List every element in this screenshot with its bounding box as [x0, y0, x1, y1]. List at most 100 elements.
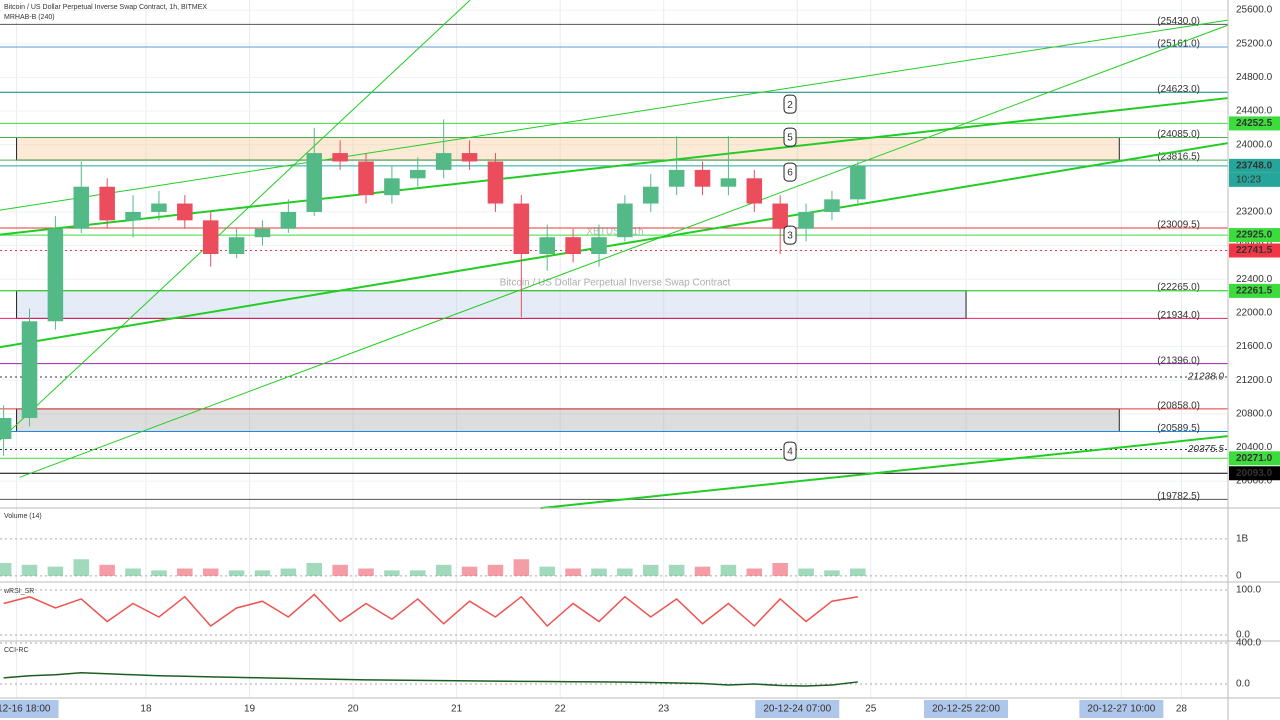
price-label: 24252.5 — [1236, 118, 1273, 129]
x-tick-label: 18 — [140, 704, 152, 715]
candle-body — [591, 237, 607, 254]
y-tick-label: 24000.0 — [1236, 139, 1273, 150]
y-tick-label: 22400.0 — [1236, 274, 1273, 285]
volume-bar — [228, 570, 245, 576]
price-label: 22261.5 — [1236, 286, 1273, 297]
candle-body — [824, 199, 840, 212]
price-label: 20271.0 — [1236, 453, 1273, 464]
volume-bar — [513, 559, 530, 576]
price-label: 22925.0 — [1236, 230, 1273, 241]
candle-body — [565, 237, 581, 254]
volume-bar — [99, 564, 115, 576]
volume-bar — [306, 562, 323, 576]
level-label: (23816.5) — [1157, 152, 1200, 163]
pane-title: CCI-RC — [4, 647, 29, 654]
y-tick-label: 20800.0 — [1236, 408, 1273, 419]
price-label-bg — [1229, 228, 1280, 243]
volume-bar — [73, 559, 90, 576]
callout-label: 2 — [787, 100, 793, 111]
trend-line — [0, 97, 1229, 236]
x-tick-label: 20-12-24 07:00 — [763, 704, 831, 715]
volume-bar — [591, 568, 607, 576]
price-label-bg — [1229, 466, 1280, 481]
volume-bar — [125, 568, 141, 576]
x-tick-label: 20-12-16 18:00 — [0, 704, 51, 715]
x-tick-highlight — [924, 700, 1009, 718]
callout — [783, 441, 797, 461]
cci-line — [3, 671, 858, 687]
pane-title: wRSI_SR — [3, 588, 34, 595]
volume-bar — [435, 564, 452, 576]
y-tick-label: 0.0 — [1236, 679, 1250, 690]
zone-box — [16, 137, 1120, 161]
volume-bar — [332, 564, 348, 576]
volume-bar — [642, 564, 659, 576]
y-tick-label: 25200.0 — [1236, 38, 1273, 49]
level-label: (24623.0) — [1157, 84, 1200, 95]
y-tick-label: 23200.0 — [1236, 207, 1273, 218]
volume-bar — [617, 568, 633, 576]
x-tick-highlight — [755, 700, 840, 718]
chart-title: Bitcoin / US Dollar Perpetual Inverse Sw… — [4, 4, 207, 11]
price-label-bg — [1229, 116, 1280, 131]
candle-body — [539, 237, 555, 254]
zone-box — [16, 290, 967, 319]
level-label: (25430.0) — [1157, 16, 1200, 27]
x-tick-label: 25 — [865, 704, 877, 715]
plot-area: (25430.0)(25161.0)(24623.0)(24085.0)(238… — [0, 0, 1229, 698]
candle-body — [21, 321, 38, 419]
price-label: 20093.0 — [1236, 468, 1273, 479]
candle-body — [513, 203, 530, 254]
x-tick-highlight — [1079, 700, 1164, 718]
price-label: 23748.0 — [1236, 160, 1273, 171]
volume-bar — [720, 564, 737, 576]
y-tick-label: 24800.0 — [1236, 72, 1273, 83]
callout — [783, 162, 797, 182]
x-tick-label: 20 — [348, 704, 360, 715]
watermark-subtitle: Bitcoin / US Dollar Perpetual Inverse Sw… — [500, 278, 731, 289]
y-tick-label: 1B — [1236, 534, 1249, 545]
candle-body — [798, 211, 814, 229]
x-tick-label: 20-12-25 22:00 — [932, 704, 1000, 715]
volume-bar — [358, 568, 374, 576]
callout-label: 5 — [787, 133, 793, 144]
candle-body — [0, 418, 12, 440]
candle-body — [151, 203, 167, 212]
candle-body — [850, 165, 866, 200]
volume-bar — [384, 570, 400, 576]
volume-bar — [772, 562, 788, 576]
price-label: 20375.5 — [1187, 444, 1225, 455]
candle-body — [772, 203, 788, 229]
rsi-line — [3, 593, 858, 628]
price-label-bg — [1229, 283, 1280, 298]
countdown: 10:23 — [1236, 174, 1261, 185]
candle-body — [358, 161, 374, 196]
trend-line — [0, 19, 1229, 211]
y-tick-label: 22000.0 — [1236, 308, 1273, 319]
volume-bar — [798, 568, 814, 576]
callout — [783, 225, 797, 245]
volume-bar — [668, 564, 685, 576]
volume-bar — [746, 568, 763, 576]
volume-bar — [151, 570, 167, 576]
candle-body — [384, 178, 400, 196]
candle-body — [202, 220, 219, 254]
y-tick-label: 20400.0 — [1236, 442, 1273, 453]
trend-line — [19, 24, 1229, 478]
candle-body — [125, 211, 141, 221]
level-label: (20589.5) — [1157, 423, 1200, 434]
candle-body — [99, 186, 115, 221]
candle-body — [720, 178, 737, 187]
candle-body — [73, 186, 90, 229]
y-tick-label: 400.0 — [1236, 638, 1261, 649]
volume-bar — [202, 568, 219, 576]
candle-body — [306, 153, 323, 212]
candle-body — [332, 153, 348, 162]
y-tick-label: 0.0 — [1236, 630, 1250, 641]
candle-body — [642, 186, 659, 204]
y-tick-label: 21600.0 — [1236, 341, 1273, 352]
callout-label: 6 — [787, 168, 793, 179]
trend-line — [540, 435, 1229, 510]
